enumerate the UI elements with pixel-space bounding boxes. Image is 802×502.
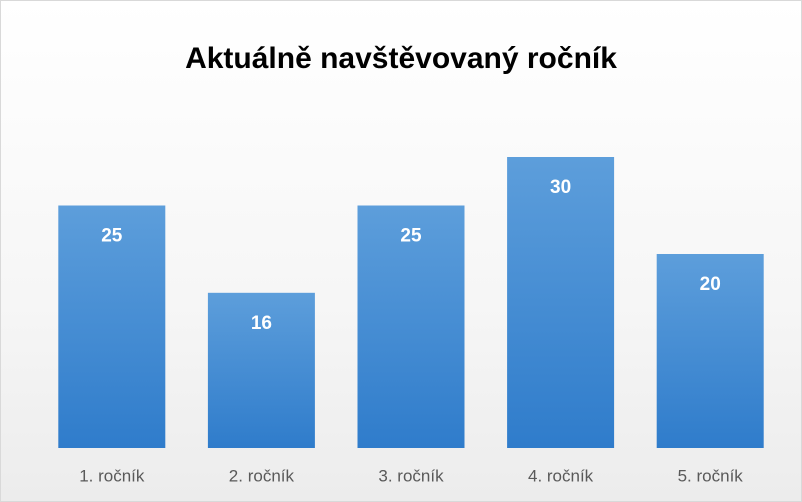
bar xyxy=(357,205,465,448)
data-label: 30 xyxy=(550,177,571,198)
bar xyxy=(507,157,615,448)
bar xyxy=(656,254,764,448)
x-tick-label: 3. ročník xyxy=(378,466,444,485)
x-tick-label: 1. ročník xyxy=(79,466,145,485)
data-label: 25 xyxy=(101,226,123,247)
x-tick-label: 2. ročník xyxy=(229,466,295,485)
data-label: 16 xyxy=(251,313,272,334)
x-tick-label: 4. ročník xyxy=(528,466,594,485)
x-tick-label: 5. ročník xyxy=(678,466,744,485)
data-label: 25 xyxy=(400,226,422,247)
bar xyxy=(207,292,315,448)
data-label: 20 xyxy=(700,274,721,295)
bar xyxy=(58,205,166,448)
chart-title: Aktuálně navštěvovaný ročník xyxy=(185,42,617,75)
